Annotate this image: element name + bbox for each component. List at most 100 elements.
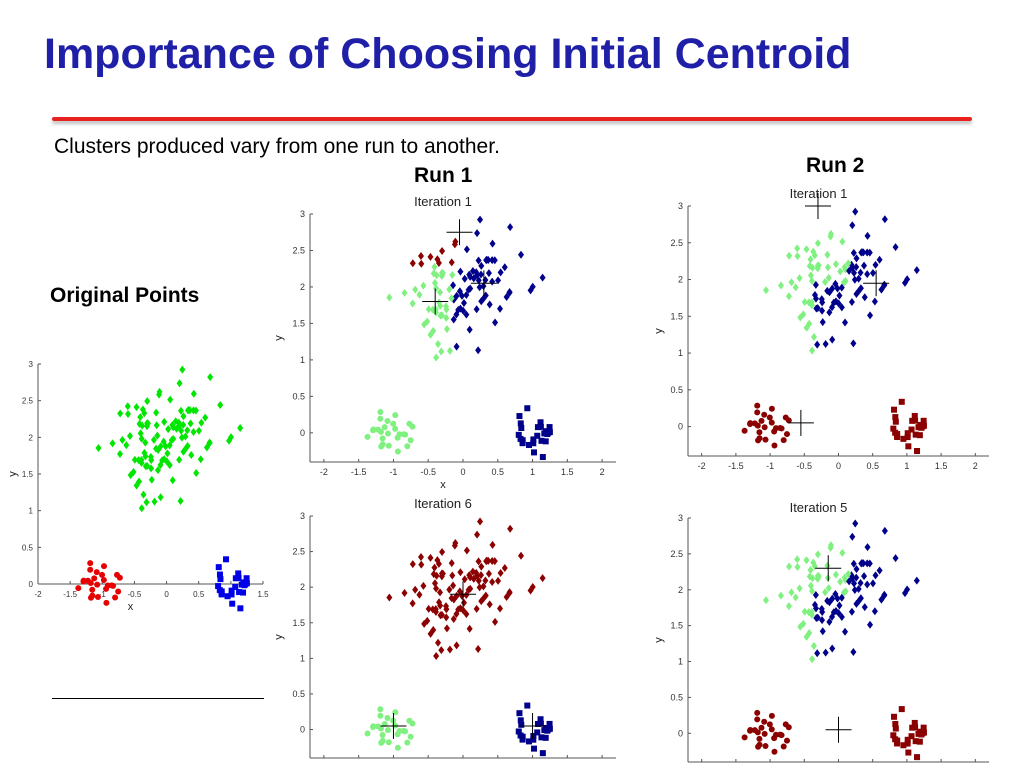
data-point (861, 603, 868, 612)
data-point (165, 425, 172, 434)
data-point (766, 721, 773, 728)
data-point (364, 433, 371, 440)
data-point (890, 425, 897, 432)
data-point (232, 575, 239, 582)
data-point (157, 460, 164, 469)
data-point (148, 464, 155, 473)
x-tick-label: -2 (698, 461, 706, 471)
data-point (443, 325, 450, 334)
data-point (534, 729, 541, 736)
data-point (463, 291, 470, 300)
data-point (449, 270, 456, 279)
data-point (446, 645, 453, 654)
data-point (909, 724, 916, 731)
plot-title: Iteration 1 (414, 194, 472, 209)
data-point (839, 548, 846, 557)
data-point (531, 745, 538, 752)
data-point (241, 582, 248, 589)
data-point (148, 475, 155, 484)
data-point (412, 285, 419, 294)
y-tick-label: 0 (300, 428, 305, 438)
y-tick-label: 1 (300, 653, 305, 663)
x-tick-label: -1 (389, 467, 397, 477)
x-tick-label: -1.5 (63, 590, 77, 599)
data-point (872, 260, 879, 269)
data-point (810, 333, 817, 342)
data-point (506, 288, 513, 297)
data-point (178, 433, 185, 442)
data-point (860, 248, 867, 257)
data-point (530, 732, 537, 739)
data-point (448, 294, 455, 303)
data-point (406, 717, 413, 724)
data-point (466, 571, 473, 580)
data-point (518, 250, 525, 259)
data-point (473, 604, 480, 613)
data-point (747, 727, 754, 734)
data-point (809, 263, 816, 272)
data-point (385, 739, 392, 746)
data-point (437, 311, 444, 320)
data-point (162, 442, 169, 451)
data-point (460, 298, 467, 307)
y-tick-label: 2.5 (670, 549, 683, 559)
data-point (486, 600, 493, 609)
data-point (431, 262, 438, 271)
data-point (771, 748, 778, 755)
run1-label: Run 1 (414, 164, 473, 187)
data-point (850, 248, 857, 257)
data-point (215, 564, 222, 571)
data-point (379, 732, 386, 739)
data-point (807, 271, 814, 280)
data-point (478, 270, 485, 279)
y-tick-label: 0.5 (292, 689, 305, 699)
data-point (814, 340, 821, 349)
data-point (438, 268, 445, 277)
data-point (538, 734, 545, 741)
plot-title: Iteration 5 (790, 500, 848, 515)
data-point (756, 735, 763, 742)
data-point (850, 559, 857, 568)
data-point (463, 310, 470, 319)
data-point (404, 443, 411, 450)
data-point (894, 738, 901, 745)
data-point (460, 598, 467, 607)
data-point (785, 602, 792, 611)
x-tick-label: -1.5 (351, 467, 367, 477)
data-point (530, 736, 537, 743)
data-point (762, 743, 769, 750)
data-point (824, 561, 831, 570)
data-point (217, 576, 224, 583)
data-point (228, 587, 235, 594)
data-point (433, 353, 440, 362)
data-point (891, 406, 898, 413)
run2-iteration1-plot: 0 0.5 1 1.5 2 2.5 3 -2 -1.5 -1 -0.5 0 0.5 1 1.5 2 y Itera… (650, 184, 995, 484)
data-point (861, 572, 868, 581)
data-point (864, 580, 871, 589)
data-point (386, 293, 393, 302)
data-point (807, 566, 814, 575)
data-point (384, 727, 391, 734)
data-point (900, 742, 907, 749)
data-point (501, 564, 508, 573)
data-point (819, 616, 826, 625)
data-point (894, 431, 901, 438)
data-point (810, 641, 817, 650)
data-point (497, 268, 504, 277)
data-point (176, 379, 183, 388)
data-point (850, 339, 857, 348)
data-point (766, 414, 773, 421)
data-point (518, 721, 525, 728)
data-point (832, 260, 839, 269)
data-point (133, 481, 140, 490)
data-point (756, 429, 763, 436)
data-point (762, 436, 769, 443)
original-points-plot: 00.511.522.53-2-1.5-1-0.500.511.5xy (4, 354, 269, 624)
data-point (845, 259, 852, 268)
data-point (813, 614, 820, 623)
data-point (364, 730, 371, 737)
data-point (404, 739, 411, 746)
data-point (431, 563, 438, 572)
data-point (768, 405, 775, 412)
data-point (482, 591, 489, 600)
